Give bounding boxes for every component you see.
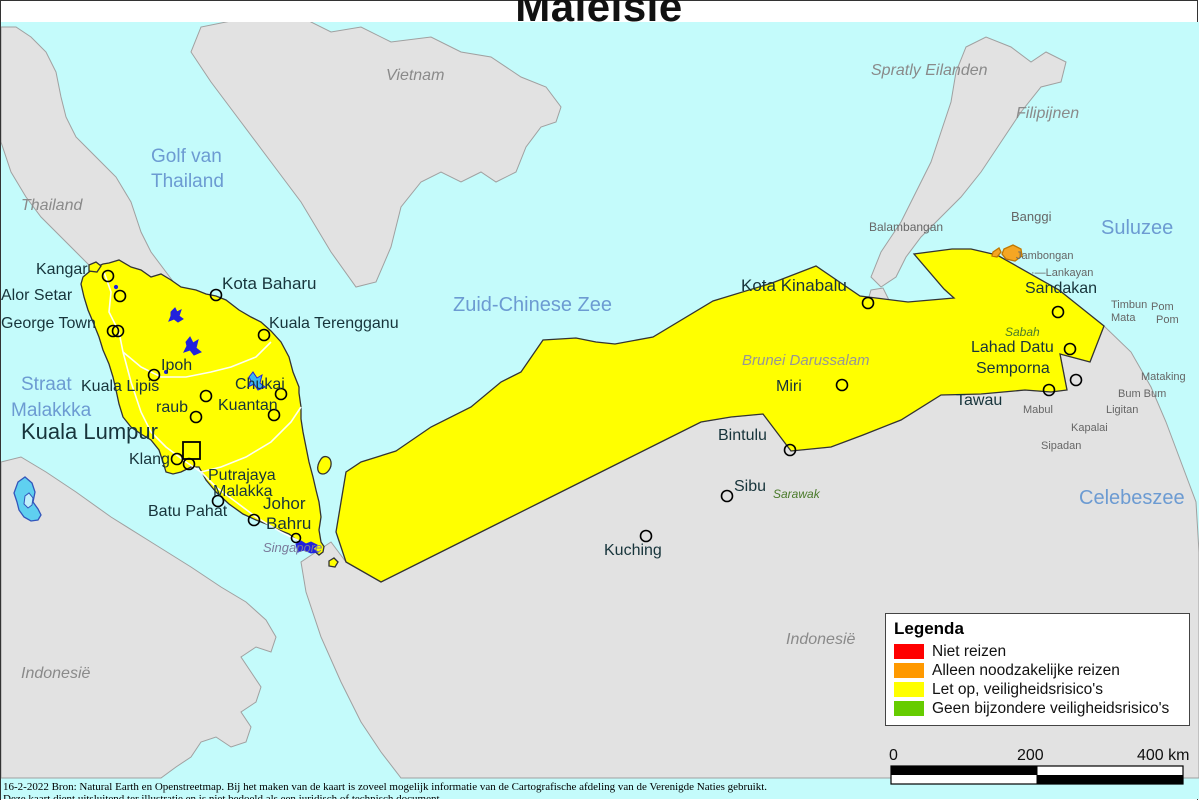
svg-text:Sandakan: Sandakan	[1025, 280, 1097, 297]
svg-text:Kuala Terengganu: Kuala Terengganu	[269, 315, 399, 332]
svg-text:Pom: Pom	[1151, 301, 1174, 313]
svg-text:Kota Baharu: Kota Baharu	[222, 274, 317, 293]
svg-text:Vietnam: Vietnam	[386, 67, 444, 84]
svg-text:Banggi: Banggi	[1011, 209, 1052, 224]
svg-text:Sipadan: Sipadan	[1041, 440, 1081, 452]
svg-text:Timbun: Timbun	[1111, 299, 1147, 311]
svg-text:Sibu: Sibu	[734, 478, 766, 495]
svg-text:Malakkka: Malakkka	[11, 400, 92, 421]
svg-text:Kuantan: Kuantan	[218, 397, 278, 414]
svg-text:Putrajaya: Putrajaya	[208, 467, 276, 484]
svg-text:Semporna: Semporna	[976, 360, 1050, 377]
svg-text:Alor Setar: Alor Setar	[1, 287, 73, 304]
svg-text:Mabul: Mabul	[1023, 404, 1053, 416]
svg-text:Balambangan: Balambangan	[869, 220, 943, 234]
svg-text:Sabah: Sabah	[1005, 325, 1040, 339]
svg-text:Johor: Johor	[263, 494, 306, 513]
svg-text:Singapore: Singapore	[263, 540, 322, 555]
svg-text:Kangar: Kangar	[36, 261, 88, 278]
svg-text:0: 0	[889, 748, 898, 764]
svg-text:Pom: Pom	[1156, 314, 1179, 326]
svg-text:Brunei Darussalam: Brunei Darussalam	[742, 352, 870, 369]
svg-text:Tawau: Tawau	[956, 392, 1002, 409]
svg-text:Suluzee: Suluzee	[1101, 217, 1173, 239]
svg-text:Bahru: Bahru	[266, 514, 311, 533]
svg-text:Mataking: Mataking	[1141, 371, 1186, 383]
svg-text:·—Lankayan: ·—Lankayan	[1031, 267, 1093, 279]
svg-text:Mata: Mata	[1111, 312, 1136, 324]
svg-text:Kuala Lipis: Kuala Lipis	[81, 378, 159, 395]
svg-text:Miri: Miri	[776, 378, 802, 395]
svg-text:Kuala Lumpur: Kuala Lumpur	[21, 419, 158, 444]
svg-text:Thailand: Thailand	[151, 171, 224, 192]
svg-text:Lahad Datu: Lahad Datu	[971, 339, 1054, 356]
svg-text:Zuid-Chinese Zee: Zuid-Chinese Zee	[453, 294, 612, 316]
svg-text:raub: raub	[156, 399, 188, 416]
svg-text:Celebeszee: Celebeszee	[1079, 487, 1185, 509]
svg-text:Bintulu: Bintulu	[718, 427, 767, 444]
svg-text:Golf van: Golf van	[151, 146, 222, 167]
svg-text:Kuching: Kuching	[604, 542, 662, 559]
svg-text:Filipijnen: Filipijnen	[1016, 105, 1079, 122]
svg-text:Kota Kinabalu: Kota Kinabalu	[741, 276, 847, 295]
svg-text:Spratly Eilanden: Spratly Eilanden	[871, 62, 988, 79]
svg-text:George Town: George Town	[1, 315, 96, 332]
svg-text:Indonesië: Indonesië	[21, 665, 90, 682]
svg-text:Batu Pahat: Batu Pahat	[148, 503, 228, 520]
svg-text:200: 200	[1017, 748, 1044, 764]
svg-text:Chukai: Chukai	[235, 376, 285, 393]
svg-text:Ipoh: Ipoh	[161, 357, 192, 374]
svg-text:Jambongan: Jambongan	[1016, 250, 1074, 262]
svg-text:Klang: Klang	[129, 451, 170, 468]
svg-text:Bum Bum: Bum Bum	[1118, 388, 1166, 400]
svg-text:Kapalai: Kapalai	[1071, 422, 1108, 434]
svg-text:400 km: 400 km	[1137, 748, 1189, 764]
svg-text:Indonesië: Indonesië	[786, 631, 855, 648]
svg-text:Straat: Straat	[21, 374, 72, 395]
svg-text:Sarawak: Sarawak	[773, 487, 821, 501]
svg-text:Thailand: Thailand	[21, 197, 83, 214]
svg-text:Ligitan: Ligitan	[1106, 404, 1138, 416]
